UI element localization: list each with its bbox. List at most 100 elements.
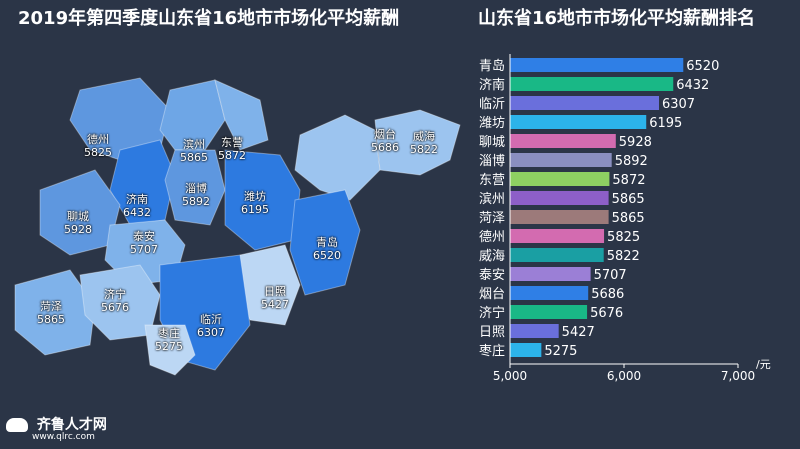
value-label: 5707 [594,268,627,283]
category-label: 滨州 [479,191,505,207]
city-name: 东营 [221,136,243,149]
value-label: 6432 [676,78,709,93]
city-value: 5427 [261,298,289,311]
city-value: 5928 [64,223,92,236]
frog-logo-icon [6,418,28,432]
category-label: 威海 [479,249,505,264]
city-label-liaocheng: 聊城 5928 [64,210,92,236]
logo-url: www.qlrc.com [32,432,95,442]
value-label: 5865 [612,192,645,207]
region-dongying [214,79,269,151]
city-value: 6432 [123,206,151,219]
map-title: 2019年第四季度山东省16地市市场化平均薪酬 [18,8,400,29]
city-name: 济南 [126,193,148,206]
category-label: 日照 [479,325,505,340]
city-value: 5865 [37,313,65,326]
city-label-qingdao: 青岛 6520 [313,236,341,262]
category-label: 烟台 [479,287,505,302]
logo: 齐鲁人才网 [6,414,107,434]
city-value: 5686 [371,141,399,154]
city-label-linyi: 临沂 6307 [197,313,225,339]
city-value: 5822 [410,143,438,156]
logo-name: 齐鲁人才网 [36,417,107,433]
category-label: 临沂 [479,97,505,112]
city-label-yantai: 烟台 5686 [371,128,399,154]
city-label-jining: 济宁 5676 [101,288,129,314]
bar [510,134,616,148]
value-label: 5865 [612,211,645,226]
value-label: 5822 [607,249,640,264]
value-label: 5676 [590,306,623,321]
map-svg [14,77,461,376]
shandong-map: 德州 5825 滨州 5865 东营 5872 烟台 5686 威海 5822 济南 643… [0,40,470,420]
bar [510,172,610,186]
region-qingdao [289,189,361,296]
city-value: 5865 [180,151,208,164]
x-tick-label: 5,000 [493,369,527,383]
bar [510,210,609,224]
value-label: 5825 [607,230,640,245]
bar [510,267,591,281]
city-label-weifang: 潍坊 6195 [241,190,269,216]
value-label: 5872 [612,173,645,188]
x-tick-label: 7,000 [721,369,755,383]
category-label: 菏泽 [479,211,505,226]
bar [510,153,612,167]
city-label-rizhao: 日照 5427 [261,285,289,311]
city-value: 6307 [197,326,225,339]
bar [510,58,684,72]
city-label-weihai: 威海 5822 [410,130,438,156]
city-value: 5825 [84,146,112,159]
category-label: 枣庄 [479,343,505,359]
category-label: 德州 [479,230,505,245]
category-label: 东营 [479,173,505,188]
city-label-taian: 泰安 5707 [130,230,158,256]
city-name: 聊城 [67,210,89,223]
city-name: 临沂 [200,313,222,326]
city-label-jinan: 济南 6432 [123,193,151,219]
category-label: 聊城 [479,135,505,150]
city-name: 青岛 [316,236,338,249]
category-label: 济宁 [479,305,505,321]
bar [510,115,647,129]
category-label: 青岛 [479,58,505,74]
city-name: 泰安 [133,230,155,243]
city-name: 日照 [264,285,286,298]
region-weihai [374,109,461,176]
city-value: 5892 [182,195,210,208]
city-value: 6195 [241,203,269,216]
x-axis-unit: /元 [756,358,771,371]
value-label: 5427 [562,325,595,340]
bar [510,324,559,338]
city-name: 烟台 [374,128,396,141]
city-label-dongying: 东营 5872 [218,136,246,162]
category-label: 泰安 [479,268,505,283]
value-label: 6307 [662,97,695,112]
city-name: 淄博 [185,182,207,195]
value-label: 6195 [649,116,682,131]
city-name: 菏泽 [40,300,62,313]
bar-chart: 青岛 6520 济南 6432 临沂 6307 潍坊 6195 聊城 5928 淄博 5892 东营 58… [470,40,800,440]
bar [510,96,659,110]
city-value: 5275 [155,340,183,353]
chart-title: 山东省16地市市场化平均薪酬排名 [478,8,756,29]
bar [510,343,542,357]
bar [510,305,588,319]
category-label: 潍坊 [479,116,505,131]
bar [510,191,609,205]
category-label: 济南 [479,77,505,93]
city-name: 枣庄 [158,327,180,340]
bar [510,248,604,262]
city-value: 5707 [130,243,158,256]
value-label: 5892 [615,154,648,169]
x-tick-label: 6,000 [607,369,641,383]
region-zaozhuang [144,324,196,376]
value-label: 5686 [591,287,624,302]
city-label-heze: 菏泽 5865 [37,300,65,326]
city-value: 5676 [101,301,129,314]
value-label: 5928 [619,135,652,150]
city-value: 5872 [218,149,246,162]
region-heze [14,269,96,356]
value-label: 6520 [686,59,719,74]
city-name: 滨州 [183,138,205,151]
